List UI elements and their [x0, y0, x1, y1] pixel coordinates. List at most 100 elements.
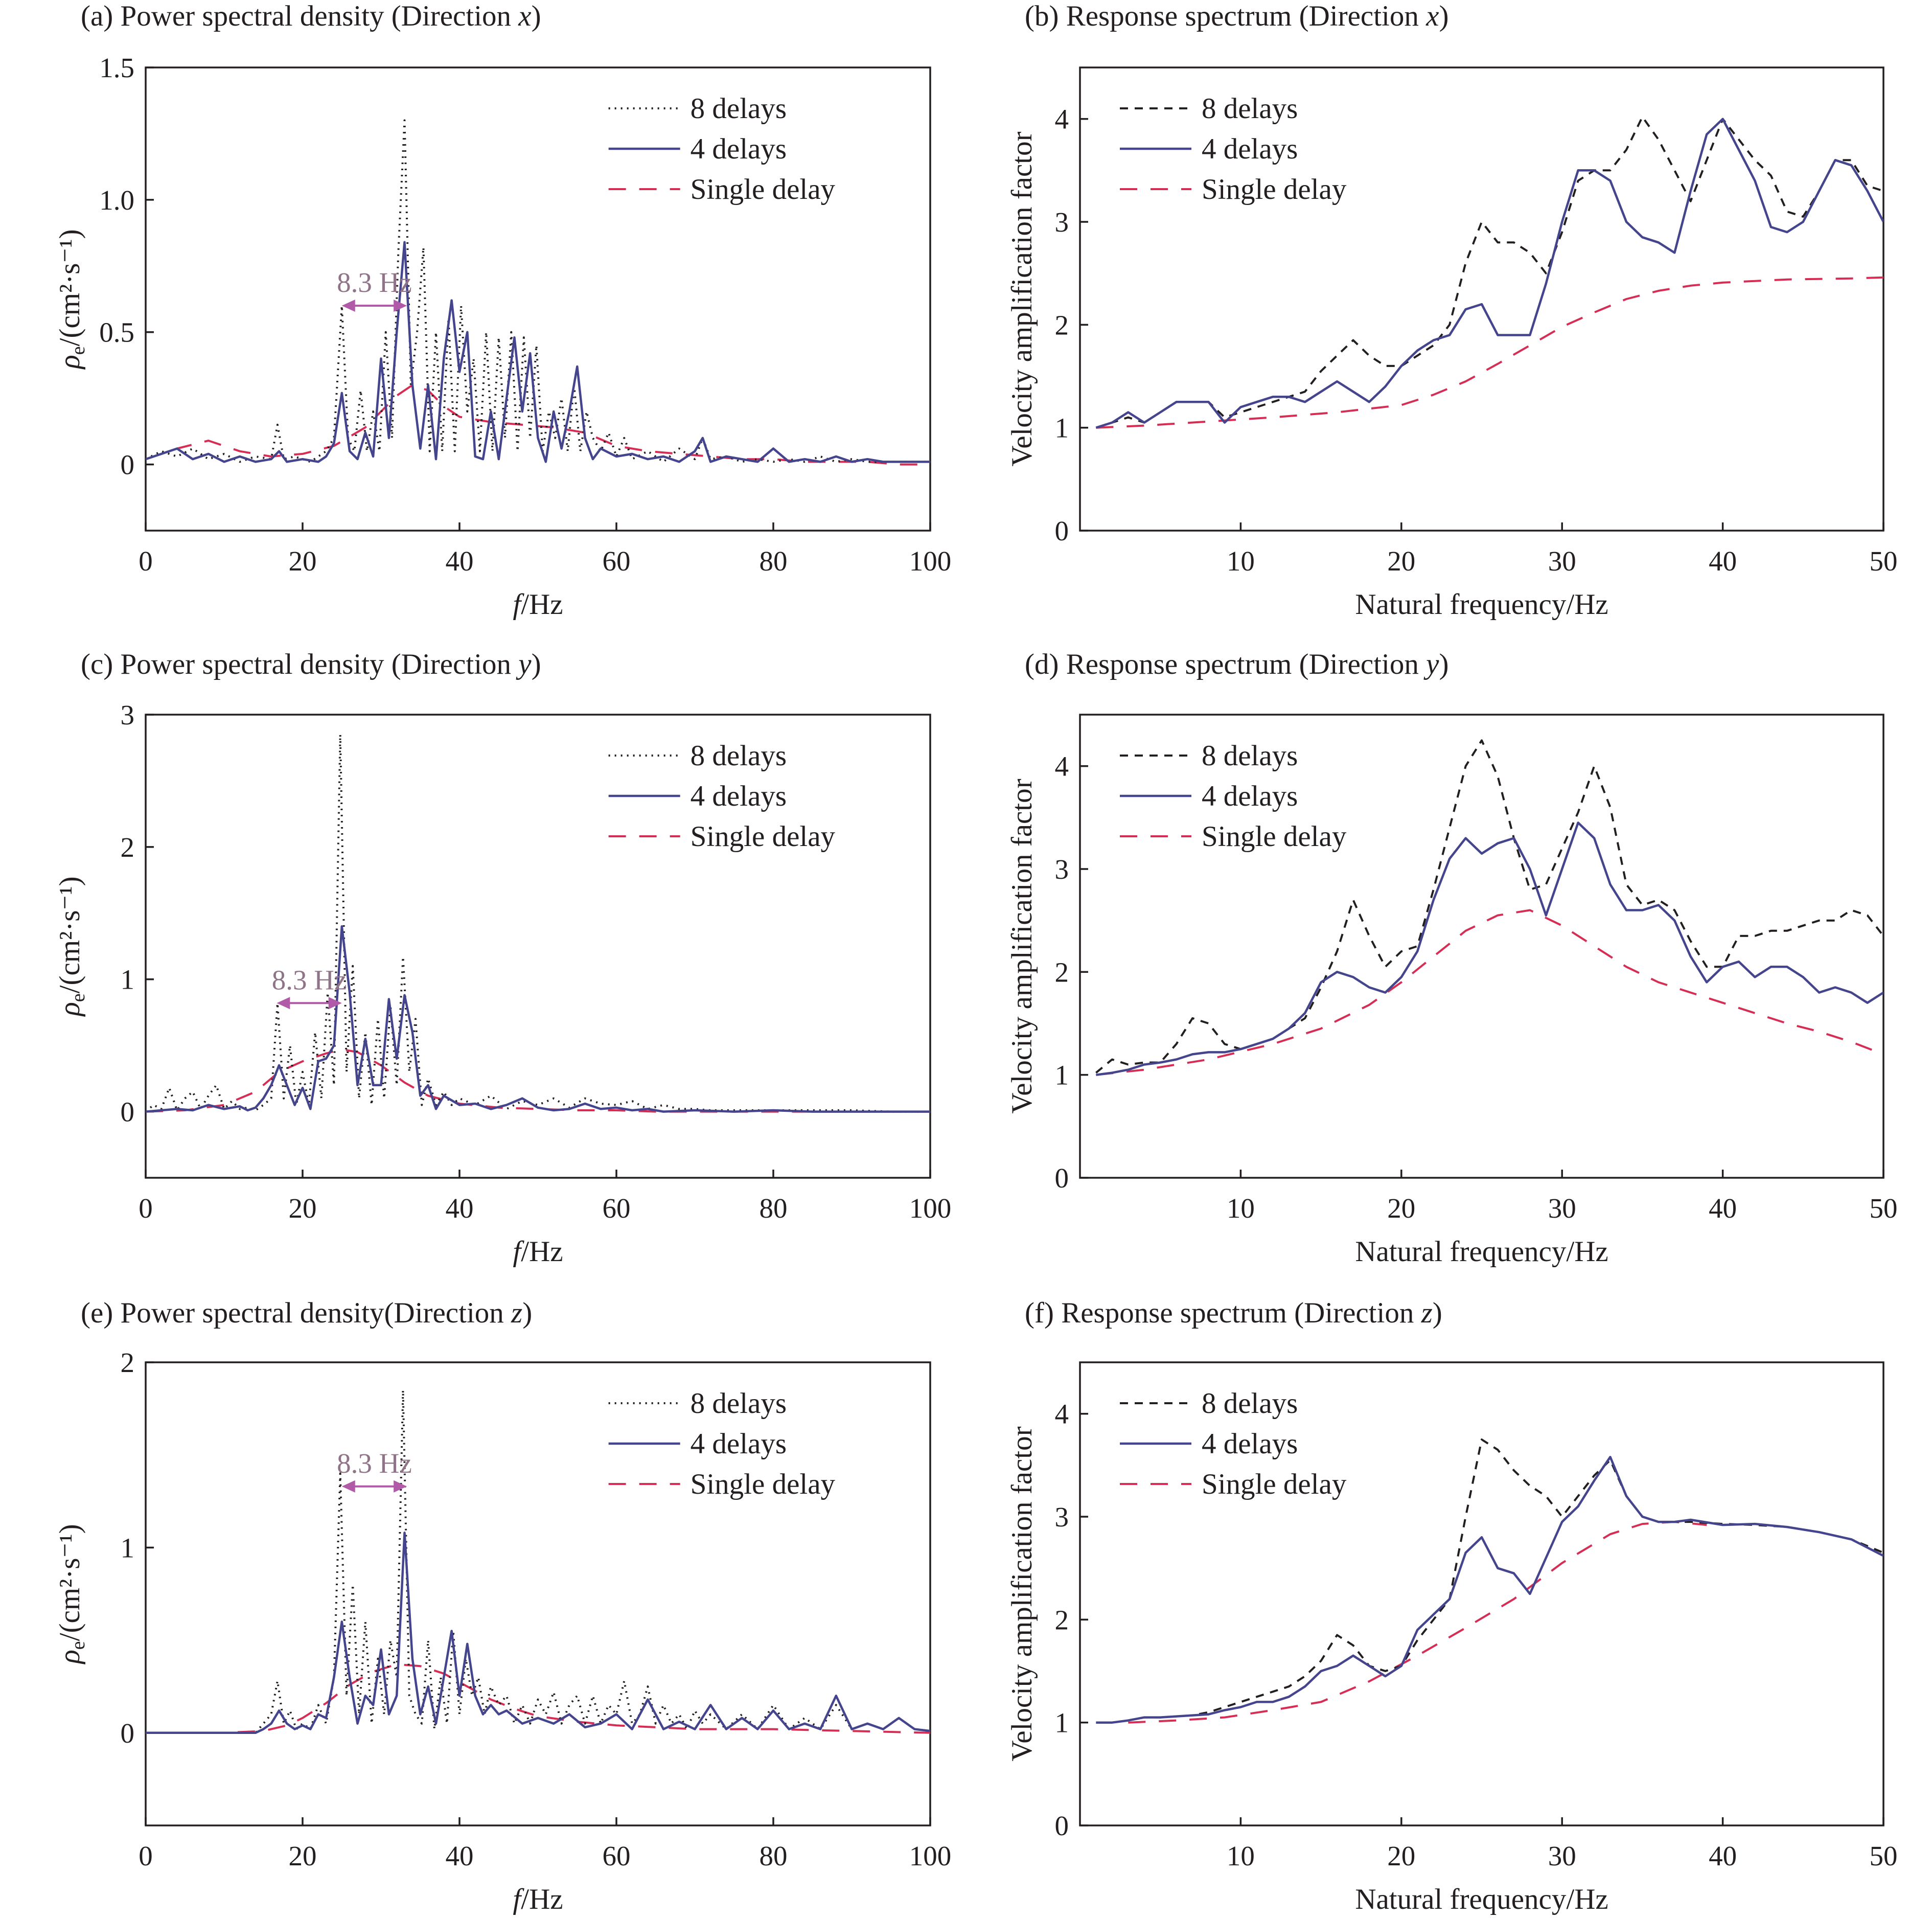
y-axis-label: Velocity amplification factor [1006, 131, 1038, 466]
panel-psd-x: (a) Power spectral density (Direction x)… [54, 0, 951, 621]
legend-label: 8 delays [1202, 740, 1298, 772]
y-axis-label-subscript: e [67, 993, 89, 1002]
x-tick-label: 30 [1548, 545, 1576, 577]
x-tick-label: 20 [1387, 1193, 1415, 1224]
x-tick-label: 20 [289, 1840, 317, 1871]
legend-label: 8 delays [1202, 1387, 1298, 1420]
panel-title-close: ) [532, 648, 541, 680]
series-line-4-delays [146, 1532, 930, 1734]
series-line-single-delay [146, 384, 930, 466]
series-group [1095, 116, 1883, 429]
x-tick-label: 20 [1387, 1840, 1415, 1871]
series-line-8-delays [146, 733, 930, 1113]
series-group [146, 733, 930, 1113]
y-tick-label: 3 [1055, 207, 1069, 238]
panel-response-x: (b) Response spectrum (Direction x)10 20 3… [1006, 0, 1898, 621]
annotation-arrow-head-right [328, 997, 342, 1010]
x-tick-label: 50 [1870, 1193, 1898, 1224]
series-group [1096, 1438, 1883, 1724]
panel-title-close: ) [522, 1297, 532, 1329]
x-tick-label: 40 [1709, 1840, 1737, 1871]
panel-response-y: (d) Response spectrum (Direction y) 10 20 3… [1006, 648, 1898, 1268]
y-axis-label-unit: /(cm²·s⁻¹) [54, 876, 86, 993]
x-tick-label: 80 [760, 1840, 788, 1871]
y-axis-label-unit: /(cm²·s⁻¹) [54, 229, 86, 346]
x-tick-label: 30 [1548, 1840, 1576, 1871]
y-tick-label: 0 [121, 1096, 135, 1128]
x-tick-label: 40 [446, 1193, 474, 1224]
y-tick-label: 0 [1055, 515, 1069, 546]
x-tick-label: 40 [1709, 545, 1737, 577]
x-tick-label: 0 [139, 1840, 153, 1871]
panel-title-direction: y [1423, 648, 1439, 680]
y-axis-label: ρe/(cm²·s⁻¹) [54, 229, 89, 370]
annotation-arrow-head-left [341, 1480, 355, 1493]
x-axis-label: f/Hz [513, 1883, 563, 1915]
legend-label: 4 delays [691, 133, 787, 165]
y-axis-label-subscript: e [67, 346, 89, 355]
panel-title-text: (a) Power spectral density (Direction [81, 0, 518, 32]
panel-response-z: (f) Response spectrum (Direction z)10 20 3… [1006, 1297, 1898, 1915]
x-axis-label: Natural frequency/Hz [1355, 588, 1608, 621]
x-axis-label: f/Hz [513, 588, 563, 621]
x-tick-label: 50 [1870, 1840, 1898, 1871]
legend-label: Single delay [1202, 1468, 1347, 1500]
x-tick-label: 100 [909, 1840, 952, 1871]
legend-label: 4 delays [1202, 133, 1298, 165]
y-axis-label-symbol: ρ [54, 1002, 86, 1017]
x-tick-label: 50 [1870, 545, 1898, 577]
x-tick-label: 0 [139, 1193, 153, 1224]
x-axis-label-unit: /Hz [521, 1236, 563, 1268]
annotation-arrow-head-left [277, 997, 290, 1010]
panel-title-close: ) [1439, 648, 1448, 680]
y-tick-label: 2 [121, 832, 135, 863]
series-line-8-delays [1095, 739, 1883, 1074]
series-group [1095, 739, 1883, 1076]
legend-label: 8 delays [691, 740, 787, 772]
series-line-4-delays [1096, 821, 1883, 1076]
series-line-4-delays [1096, 1455, 1883, 1724]
annotation-label: 8.3 Hz [272, 964, 347, 995]
panel-title-text: (e) Power spectral density(Direction [81, 1297, 511, 1329]
y-axis-label-symbol: ρ [54, 1650, 86, 1664]
legend-label: 8 delays [691, 93, 787, 125]
y-tick-label: 4 [1055, 751, 1069, 782]
annotation-arrow-head-right [394, 1480, 407, 1493]
y-tick-label: 2 [1055, 1604, 1069, 1635]
series-line-8-delays [146, 1389, 930, 1734]
y-tick-label: 1.5 [99, 52, 134, 83]
x-axis-label: Natural frequency/Hz [1355, 1236, 1608, 1268]
y-tick-label: 3 [1055, 854, 1069, 885]
x-tick-label: 100 [909, 545, 952, 577]
panel-title-direction: x [518, 0, 531, 32]
y-tick-label: 1 [121, 1532, 135, 1563]
y-tick-label: 4 [1055, 104, 1069, 135]
panel-title: (e) Power spectral density(Direction z) [81, 1297, 532, 1329]
panel-title-close: ) [1433, 1297, 1442, 1329]
series-line-8-delays [1095, 116, 1883, 429]
y-tick-label: 1 [1055, 1707, 1069, 1739]
plot-frame [145, 1361, 931, 1826]
x-tick-label: 10 [1227, 1193, 1255, 1224]
y-tick-label: 3 [121, 699, 135, 730]
panel-title-text: (f) Response spectrum (Direction [1025, 1297, 1421, 1329]
panel-title: (a) Power spectral density (Direction x) [81, 0, 541, 32]
y-tick-label: 1 [1055, 1060, 1069, 1091]
x-tick-label: 80 [760, 545, 788, 577]
legend-label: 4 delays [691, 1428, 787, 1460]
y-tick-label: 0 [1055, 1810, 1069, 1841]
panel-title-close: ) [532, 0, 541, 32]
panel-title-direction: z [511, 1297, 522, 1329]
panel-psd-z: (e) Power spectral density(Direction z) 0… [54, 1297, 951, 1915]
panel-title-direction: y [516, 648, 532, 680]
panel-title-text: (d) Response spectrum (Direction [1025, 648, 1426, 680]
x-tick-label: 40 [1709, 1193, 1737, 1224]
y-axis-label-unit: /(cm²·s⁻¹) [54, 1524, 86, 1641]
y-tick-label: 1 [121, 964, 135, 995]
series-group [146, 119, 930, 466]
annotation-label: 8.3 Hz [337, 1448, 412, 1479]
legend-label: Single delay [1202, 173, 1347, 205]
x-tick-label: 60 [603, 545, 631, 577]
legend-label: Single delay [691, 820, 836, 853]
x-axis-label: f/Hz [513, 1236, 563, 1268]
